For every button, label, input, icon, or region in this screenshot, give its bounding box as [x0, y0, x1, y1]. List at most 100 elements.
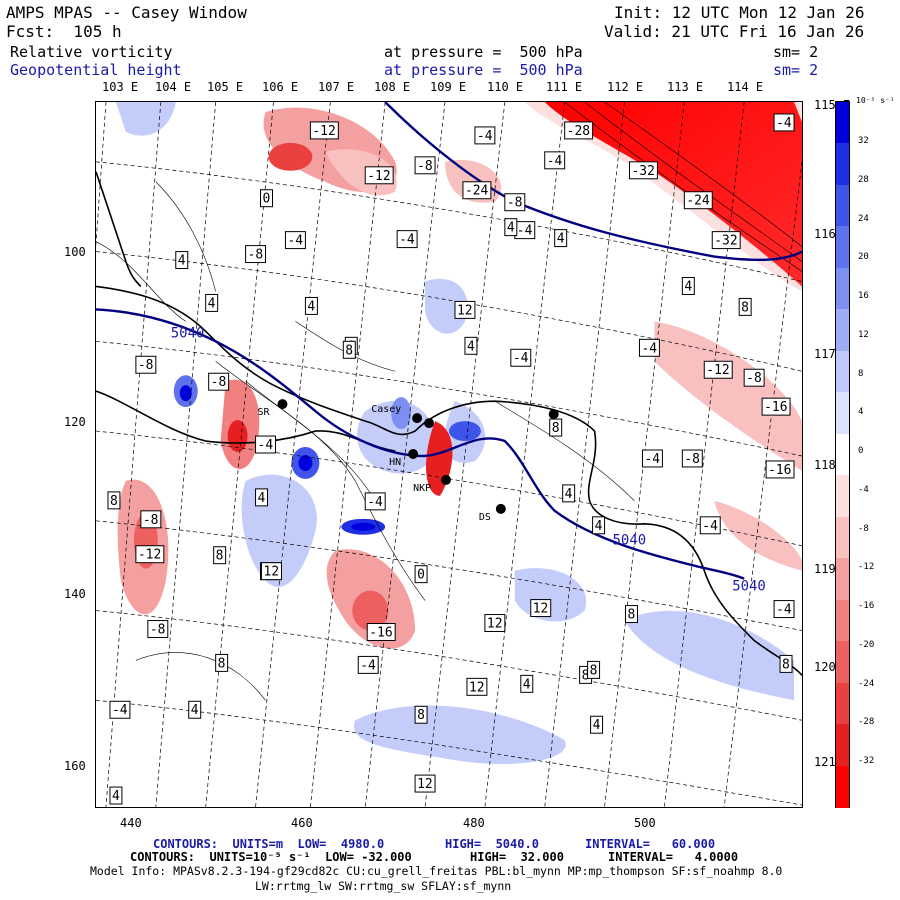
field1-name: Relative vorticity: [10, 43, 173, 61]
contour-label-box: [761, 397, 791, 416]
contour-label-box: [699, 516, 721, 535]
colorbar-label: -32: [858, 756, 875, 766]
contour-label-box: [414, 774, 436, 793]
forecast-hour: Fcst: 105 h: [6, 22, 122, 41]
contour-label-text: 4: [684, 279, 692, 294]
contour-label-text: 4: [178, 254, 186, 269]
contour-value-labels: -12 -28 -32 -24 -4 -12 -8 -24 -8 -4 -4 -4 -32 0 -4 -8 -4…: [107, 113, 795, 805]
colorbar-swatch: [836, 558, 849, 602]
colorbar-label: -8: [858, 523, 869, 534]
colorbar-label: 0: [858, 446, 864, 456]
contour-label-text: 8: [627, 608, 635, 623]
colorbar-swatch: [836, 392, 849, 436]
contour-label-text: 12: [417, 777, 433, 792]
contours-vort-low: CONTOURS: UNITS=10⁻⁵ s⁻¹ LOW= -32.000: [130, 850, 412, 864]
contour-label-text: -8: [138, 358, 154, 373]
contours-height-high: HIGH= 5040.0: [445, 837, 539, 851]
graticule: [96, 102, 802, 807]
contour-label-box: [140, 510, 162, 529]
contour-label-box: [466, 677, 488, 696]
colorbar-units: 10⁻⁵ s⁻¹: [856, 96, 895, 105]
contour-label-text: 8: [552, 421, 560, 436]
contour-label-box: [711, 231, 741, 250]
height-label: 5040: [613, 533, 647, 549]
contours-height-interval: INTERVAL= 60.000: [585, 837, 716, 851]
contour-label-box: [562, 484, 576, 503]
contour-label-box: [304, 296, 318, 315]
colorbar-swatch: [836, 724, 849, 767]
colorbar-swatch: [836, 475, 849, 519]
contour-label-box: [414, 156, 436, 175]
contour-label-box: [504, 218, 518, 237]
contour-label-text: 12: [457, 303, 473, 318]
longitude-label: 113 E: [667, 80, 704, 94]
contour-label-text: 4: [258, 491, 266, 506]
contour-label-text: -8: [150, 622, 166, 637]
contour-label-box: [213, 546, 227, 565]
contour-label-text: -12: [367, 169, 390, 184]
contour-label-text: 12: [264, 565, 280, 580]
contour-label-text: -8: [417, 159, 433, 174]
model-info-physics: LW:rrtmg_lw SW:rrtmg_sw SFLAY:sf_mynn: [255, 879, 512, 893]
colorbar-swatch: [836, 350, 849, 394]
colorbar-swatch: [836, 516, 849, 560]
colorbar-swatch: [836, 309, 849, 353]
contour-label-box: [504, 193, 526, 212]
longitude-label: 107 E: [318, 80, 355, 94]
geopotential-height-contours: [96, 102, 802, 580]
colorbar-label: 32: [858, 136, 869, 146]
colorbar-label: 8: [858, 368, 864, 379]
contour-label-box: [109, 700, 131, 719]
field1-level: at pressure = 500 hPa: [384, 43, 583, 61]
colorbar-swatch: [836, 184, 849, 228]
contour-label-box: [135, 545, 165, 564]
contour-label-box: [255, 488, 269, 507]
colorbar-swatch: [836, 226, 849, 270]
contour-label-text: 4: [595, 519, 603, 534]
contour-label-box: [414, 705, 428, 724]
y-tick-120: 120: [64, 415, 86, 429]
colorbar-label: 28: [858, 174, 869, 185]
contour-label-text: 4: [112, 789, 120, 804]
contour-label-text: -8: [248, 248, 264, 263]
colorbar-label: 24: [858, 213, 869, 224]
contour-label-text: -4: [112, 703, 128, 718]
contour-label-box: [681, 449, 703, 468]
contour-label-text: -4: [776, 116, 792, 131]
colorbar-label: -4: [858, 484, 869, 495]
contour-label-box: [366, 623, 396, 641]
longitude-label: 108 E: [374, 80, 411, 94]
contour-label-text: 12: [533, 602, 549, 617]
contour-label-box: [245, 245, 267, 264]
contour-label-box: [135, 355, 157, 374]
contour-label-box: [765, 460, 795, 479]
strong-positive-vorticity: [173, 375, 481, 535]
contour-label-box: [107, 491, 121, 510]
colorbar-swatch: [836, 433, 849, 477]
contour-label-text: -12: [312, 124, 335, 139]
contour-label-box: [638, 338, 660, 357]
contour-label-box: [544, 151, 566, 170]
contour-label-box: [554, 229, 568, 248]
colorbar-swatch: [836, 143, 849, 187]
y-tick-100: 100: [64, 245, 86, 259]
plot-title: AMPS MPAS -- Casey Window: [6, 3, 247, 22]
contour-label-text: -4: [517, 224, 533, 239]
colorbar: [835, 101, 850, 809]
contour-label-box: [208, 372, 230, 391]
contour-label-box: [215, 653, 229, 672]
contour-label-text: -4: [776, 603, 792, 618]
positive-vorticity-shading: [115, 102, 795, 765]
contour-label-box: [592, 516, 606, 535]
contour-label-box: [474, 126, 496, 145]
contour-label-text: -4: [258, 438, 274, 453]
contour-label-text: 4: [208, 296, 216, 311]
contour-label-text: -8: [684, 452, 700, 467]
station-label: NKP: [413, 483, 431, 494]
contour-label-box: [464, 336, 478, 355]
colorbar-label: 16: [858, 291, 869, 301]
contour-label-text: -32: [631, 164, 654, 179]
contour-label-box: [683, 191, 713, 210]
map-plot: SR Casey HN NKP DS -12 -28 -32 -24 -4 -12 -8 -2…: [95, 101, 803, 808]
longitude-label: 112 E: [607, 80, 644, 94]
